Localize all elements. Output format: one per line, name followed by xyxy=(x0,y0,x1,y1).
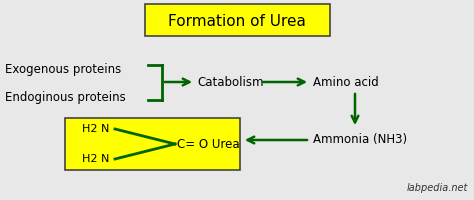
Text: Formation of Urea: Formation of Urea xyxy=(168,15,306,29)
Text: H2 N: H2 N xyxy=(82,154,109,164)
Text: C= O Urea: C= O Urea xyxy=(177,138,240,150)
Text: Ammonia (NH3): Ammonia (NH3) xyxy=(313,134,407,146)
Text: Exogenous proteins: Exogenous proteins xyxy=(5,64,121,76)
Text: labpedia.net: labpedia.net xyxy=(407,183,468,193)
Text: Endoginous proteins: Endoginous proteins xyxy=(5,92,126,104)
Text: H2 N: H2 N xyxy=(82,124,109,134)
FancyBboxPatch shape xyxy=(65,118,240,170)
FancyBboxPatch shape xyxy=(145,4,330,36)
Text: Amino acid: Amino acid xyxy=(313,75,379,88)
Text: Catabolism: Catabolism xyxy=(197,75,264,88)
